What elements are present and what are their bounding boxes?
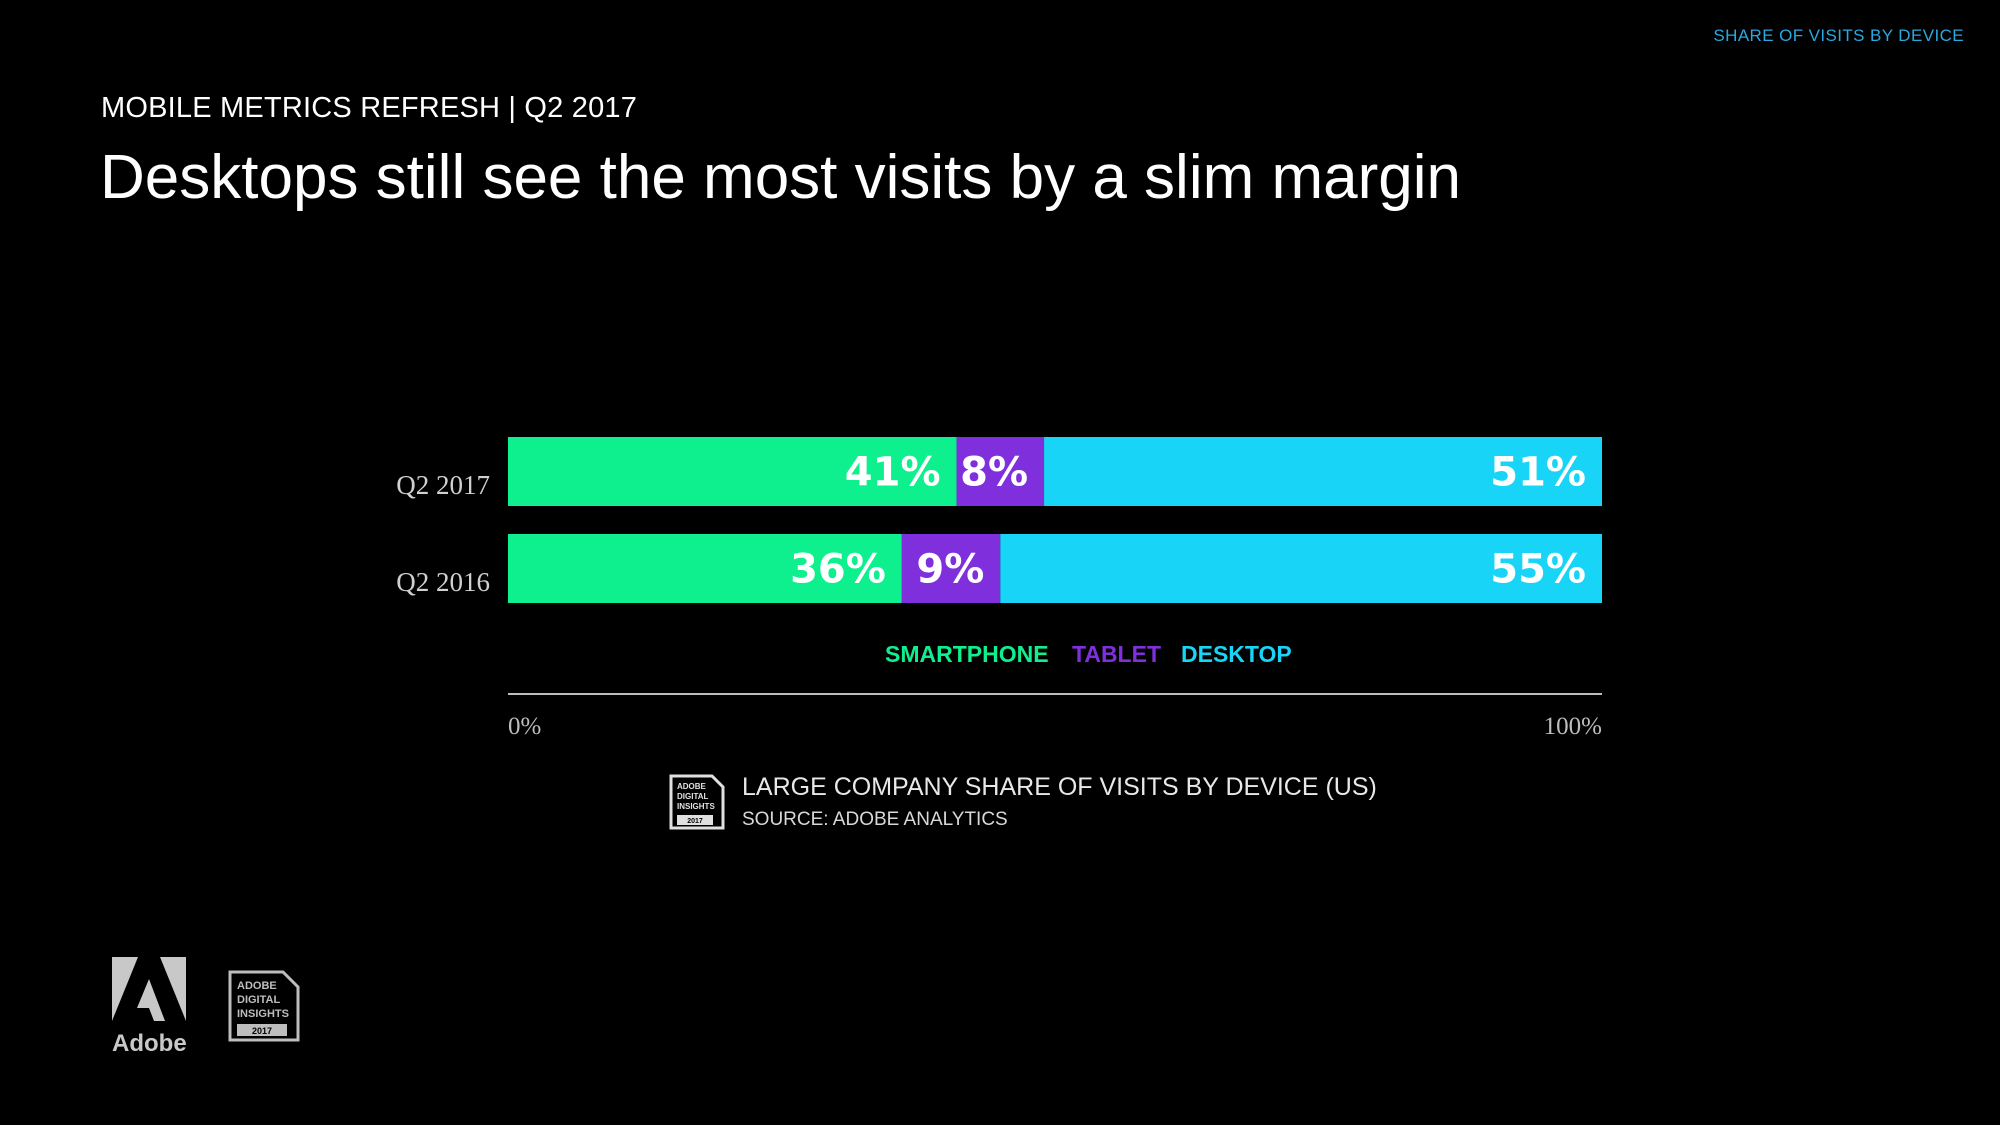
svg-text:2017: 2017: [687, 818, 703, 825]
data-label: 55%: [1490, 547, 1586, 593]
bars-layer: Q2 2017 41% 8% 51% Q2 2016 36% 9% 55%: [396, 437, 1602, 603]
legend-item-smartphone: SMARTPHONE: [885, 641, 1049, 667]
bar-segment-tablet: [901, 534, 1001, 603]
corner-section-label: SHARE OF VISITS BY DEVICE: [1713, 26, 1964, 45]
x-tick-label: 0%: [508, 713, 541, 740]
bar-segment-desktop: [1044, 437, 1602, 506]
svg-text:DIGITAL: DIGITAL: [677, 792, 709, 801]
bar-segment-smartphone: [508, 534, 902, 603]
x-tick-label: 100%: [1544, 713, 1602, 740]
data-label: 9%: [916, 547, 984, 593]
bar-segment-tablet: [956, 437, 1045, 506]
caption-source: SOURCE: ADOBE ANALYTICS: [742, 809, 1008, 830]
x-axis-ticks: 0% 100%: [508, 713, 1602, 740]
report-kicker: MOBILE METRICS REFRESH | Q2 2017: [101, 92, 638, 124]
adobe-digital-insights-badge-small: ADOBE DIGITAL INSIGHTS 2017: [669, 774, 725, 830]
svg-text:ADOBE: ADOBE: [677, 782, 707, 791]
data-label: 51%: [1490, 450, 1586, 496]
svg-text:2017: 2017: [252, 1026, 272, 1036]
data-label: 8%: [960, 450, 1028, 496]
svg-text:INSIGHTS: INSIGHTS: [237, 1008, 289, 1020]
data-label: 41%: [845, 450, 941, 496]
adobe-wordmark: Adobe: [112, 1030, 187, 1057]
page-title: Desktops still see the most visits by a …: [100, 143, 1461, 212]
category-label: Q2 2017: [396, 470, 490, 500]
category-label: Q2 2016: [396, 567, 490, 597]
caption-title: LARGE COMPANY SHARE OF VISITS BY DEVICE …: [742, 773, 1377, 801]
legend-item-tablet: TABLET: [1072, 641, 1161, 667]
adobe-logo-icon: [112, 957, 186, 1021]
adobe-digital-insights-badge: ADOBE DIGITAL INSIGHTS 2017: [228, 970, 300, 1042]
svg-text:ADOBE: ADOBE: [237, 980, 277, 992]
svg-text:INSIGHTS: INSIGHTS: [677, 802, 715, 811]
data-label: 36%: [790, 547, 886, 593]
chart-legend: SMARTPHONE TABLET DESKTOP: [885, 641, 1292, 667]
bar-segment-desktop: [1000, 534, 1602, 603]
legend-item-desktop: DESKTOP: [1181, 641, 1292, 667]
svg-text:DIGITAL: DIGITAL: [237, 994, 280, 1006]
bar-segment-smartphone: [508, 437, 957, 506]
